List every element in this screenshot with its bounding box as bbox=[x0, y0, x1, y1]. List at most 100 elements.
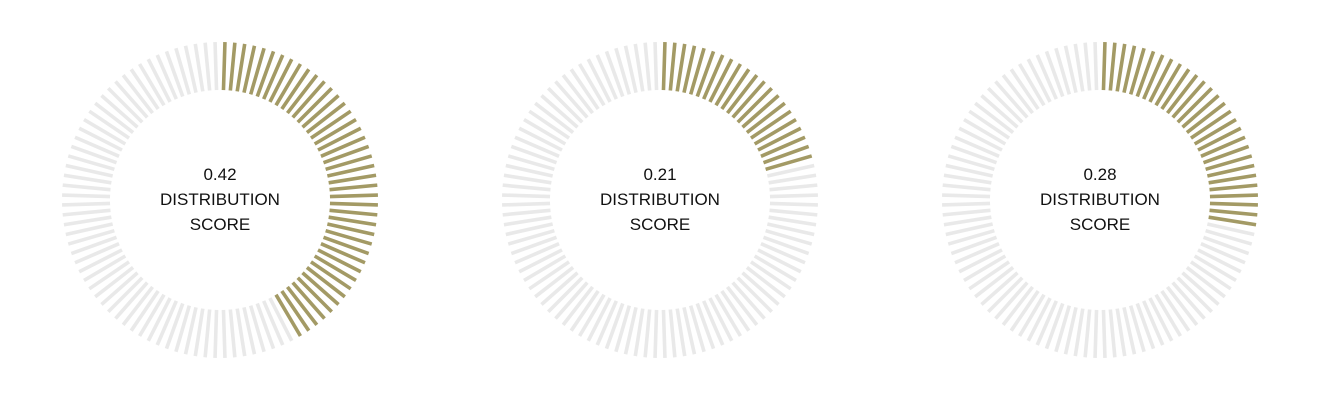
gauge-tick-empty bbox=[534, 265, 575, 299]
gauge-tick-empty bbox=[994, 80, 1029, 119]
gauge-tick-empty bbox=[62, 193, 111, 199]
gauge-tick-filled bbox=[280, 68, 311, 111]
gauge-tick-empty bbox=[1115, 308, 1127, 357]
gauge-tick-empty bbox=[1200, 242, 1246, 265]
gauge-tick-empty bbox=[67, 154, 115, 172]
gauge-tick-empty bbox=[963, 118, 1007, 146]
gauge-tick-empty bbox=[78, 248, 123, 274]
gauge-tick-empty bbox=[107, 87, 144, 124]
gauge-tick-filled bbox=[1171, 80, 1206, 119]
gauge-tick-filled bbox=[313, 254, 357, 282]
gauge-tick-filled bbox=[329, 201, 378, 207]
gauge-tick-empty bbox=[968, 260, 1011, 291]
gauge-2: 0.21 DISTRIBUTION SCORE bbox=[500, 40, 820, 360]
gauge-tick-filled bbox=[328, 173, 377, 185]
gauge-tick-empty bbox=[987, 276, 1024, 313]
gauge-tick-empty bbox=[510, 235, 558, 256]
gauge-tick-empty bbox=[942, 208, 991, 217]
gauge-1-value: 0.42 bbox=[203, 165, 237, 184]
gauge-tick-empty bbox=[507, 154, 555, 172]
gauge-tick-filled bbox=[749, 109, 792, 140]
gauge-tick-empty bbox=[540, 94, 579, 129]
gauge-tick-filled bbox=[741, 94, 780, 129]
gauge-tick-filled bbox=[688, 47, 706, 95]
gauge-1-label: 0.42 DISTRIBUTION SCORE bbox=[120, 162, 320, 237]
gauge-tick-empty bbox=[114, 281, 149, 320]
gauge-tick-empty bbox=[502, 183, 551, 192]
gauge-tick-empty bbox=[980, 94, 1019, 129]
gauge-tick-empty bbox=[943, 173, 992, 185]
gauge-tick-empty bbox=[503, 173, 552, 185]
gauge-tick-filled bbox=[291, 281, 326, 320]
gauge-tick-empty bbox=[1026, 297, 1052, 342]
gauge-3-ring bbox=[942, 42, 1258, 358]
gauge-tick-empty bbox=[943, 215, 992, 227]
gauge-tick-empty bbox=[505, 222, 554, 237]
gauge-tick-filled bbox=[1122, 45, 1137, 94]
gauge-tick-empty bbox=[1009, 289, 1040, 332]
gauge-tick-empty bbox=[63, 215, 112, 227]
gauge-tick-empty bbox=[83, 118, 127, 146]
gauge-tick-empty bbox=[203, 309, 212, 358]
gauge-tick-empty bbox=[502, 201, 551, 207]
gauge-tick-empty bbox=[528, 109, 571, 140]
gauge-tick-empty bbox=[1093, 42, 1099, 91]
gauge-tick-empty bbox=[74, 135, 120, 158]
gauge-tick-filled bbox=[255, 50, 276, 98]
gauge-tick-empty bbox=[268, 297, 294, 342]
gauge-tick-filled bbox=[1176, 87, 1213, 124]
gauge-tick-filled bbox=[1181, 94, 1220, 129]
gauge-tick-filled bbox=[262, 54, 285, 100]
gauge-tick-empty bbox=[769, 208, 818, 217]
gauge-tick-empty bbox=[569, 289, 600, 332]
gauge-tick-empty bbox=[766, 163, 815, 178]
gauge-tick-filled bbox=[1148, 58, 1174, 103]
gauge-tick-empty bbox=[757, 248, 802, 274]
gauge-tick-empty bbox=[633, 308, 645, 357]
gauge-tick-empty bbox=[100, 94, 139, 129]
gauge-tick-empty bbox=[561, 74, 595, 115]
gauge-tick-filled bbox=[328, 215, 377, 227]
gauge-tick-empty bbox=[78, 126, 123, 152]
gauge-tick-empty bbox=[129, 289, 160, 332]
gauge-tick-empty bbox=[502, 208, 551, 217]
gauge-tick-filled bbox=[296, 87, 333, 124]
gauge-tick-filled bbox=[1208, 173, 1257, 185]
gauge-tick-empty bbox=[547, 87, 584, 124]
gauge-tick-empty bbox=[193, 43, 205, 92]
gauge-tick-empty bbox=[569, 68, 600, 111]
gauge-tick-filled bbox=[274, 293, 302, 337]
gauge-tick-filled bbox=[235, 43, 247, 92]
gauge-tick-filled bbox=[675, 43, 687, 92]
gauge-tick-empty bbox=[1018, 293, 1046, 337]
gauge-tick-empty bbox=[749, 260, 792, 291]
gauge-tick-empty bbox=[1135, 302, 1156, 350]
gauge-tick-empty bbox=[74, 242, 120, 265]
gauge-tick-filled bbox=[221, 42, 227, 91]
gauge-tick-empty bbox=[753, 254, 797, 282]
gauge-tick-empty bbox=[1026, 58, 1052, 103]
gauge-tick-empty bbox=[578, 293, 606, 337]
gauge-tick-empty bbox=[523, 254, 567, 282]
gauge-1-ring bbox=[62, 42, 378, 358]
gauge-tick-filled bbox=[1200, 135, 1246, 158]
gauge-tick-empty bbox=[138, 63, 166, 107]
gauge-tick-empty bbox=[994, 281, 1029, 320]
gauge-tick-empty bbox=[942, 183, 991, 192]
gauge-tick-filled bbox=[329, 183, 378, 192]
gauge-tick-filled bbox=[765, 154, 813, 172]
gauge-tick-empty bbox=[554, 281, 589, 320]
gauge-tick-filled bbox=[745, 101, 786, 135]
gauge-tick-filled bbox=[296, 276, 333, 313]
gauge-tick-empty bbox=[518, 248, 563, 274]
gauge-tick-filled bbox=[708, 58, 734, 103]
gauge-tick-empty bbox=[1148, 297, 1174, 342]
gauge-1-title-line1: DISTRIBUTION bbox=[160, 190, 280, 209]
gauge-tick-empty bbox=[942, 193, 991, 199]
gauge-tick-empty bbox=[540, 271, 579, 306]
gauge-tick-empty bbox=[70, 144, 118, 165]
gauge-tick-empty bbox=[741, 271, 780, 306]
gauge-tick-empty bbox=[138, 293, 166, 337]
gauge-tick-empty bbox=[262, 300, 285, 346]
gauge-2-ring bbox=[502, 42, 818, 358]
